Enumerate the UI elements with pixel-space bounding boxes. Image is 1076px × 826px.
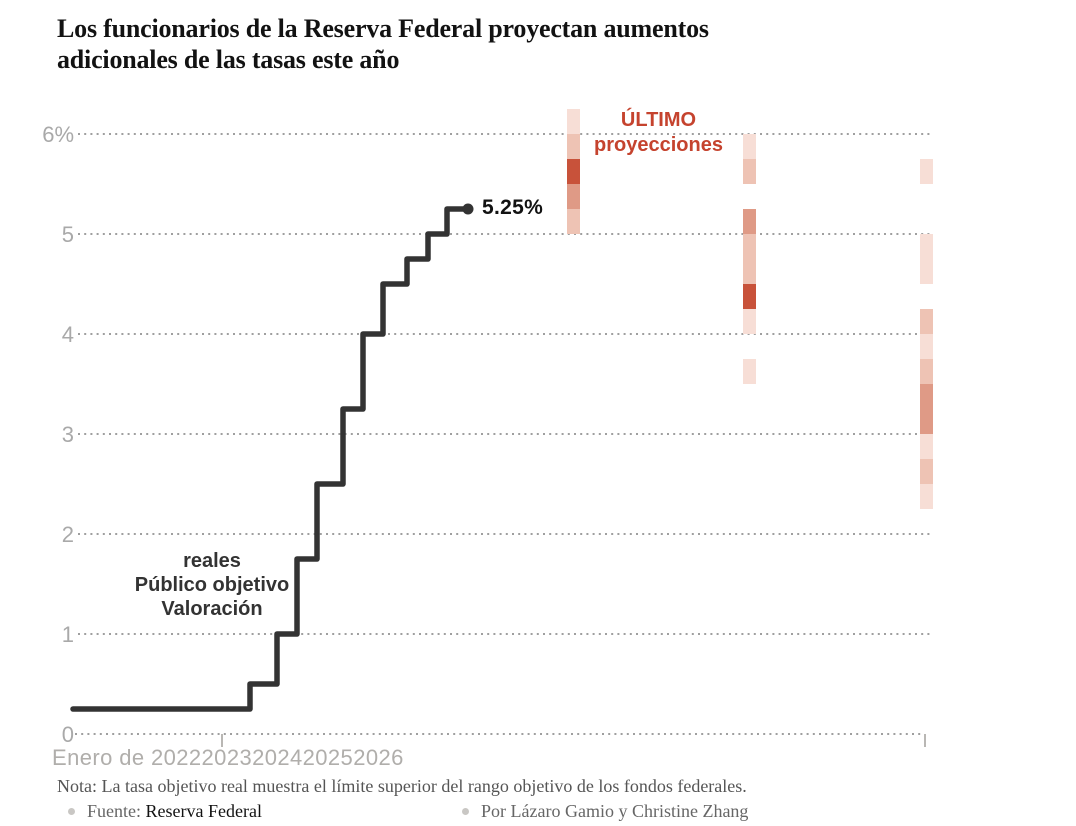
projection-cell-col1	[567, 109, 580, 134]
projection-cell-col3	[920, 409, 933, 434]
projection-cell-col3	[920, 384, 933, 409]
projection-cell-col3	[920, 359, 933, 384]
chart-title-line1: Los funcionarios de la Reserva Federal p…	[57, 14, 709, 43]
bullet-icon	[462, 808, 469, 815]
projection-cell-col3	[920, 459, 933, 484]
projection-cell-col3	[920, 484, 933, 509]
projection-cell-col1	[567, 134, 580, 159]
actual-rate-endpoint	[462, 203, 474, 215]
projection-cell-col2	[743, 209, 756, 234]
projection-cell-col2	[743, 134, 756, 159]
source-label: Fuente:	[87, 801, 141, 821]
y-tick-label-4: 4	[62, 322, 74, 347]
y-tick-label-6: 6%	[42, 122, 74, 147]
x-tick-label-2023: 2023	[201, 745, 253, 770]
source-name: Reserva Federal	[145, 801, 262, 821]
y-tick-label-1: 1	[62, 622, 74, 647]
footnote: Nota: La tasa objetivo real muestra el l…	[57, 776, 747, 796]
projections-legend-line2: proyecciones	[594, 134, 723, 156]
x-tick-label-2022: Enero de 2022	[52, 745, 202, 770]
bullet-icon	[68, 808, 75, 815]
projection-cell-col3	[920, 259, 933, 284]
series-label-line1: reales	[183, 550, 241, 572]
y-tick-label-3: 3	[62, 422, 74, 447]
x-axis-labels: Enero de 20222023202420252026	[52, 745, 404, 771]
x-tick-label-2024: 2024	[252, 745, 303, 770]
projection-cell-col2	[743, 259, 756, 284]
projection-cell-col3	[920, 334, 933, 359]
projection-cell-col3	[920, 434, 933, 459]
byline-text: Por Lázaro Gamio y Christine Zhang	[481, 801, 749, 821]
projection-cell-col3	[920, 234, 933, 259]
actual-rate-line	[70, 206, 471, 712]
chart-title-line2: adicionales de las tasas este año	[57, 45, 400, 74]
projections-legend-line1: ÚLTIMO	[620, 109, 697, 131]
projections-legend: ÚLTIMO proyecciones	[556, 108, 761, 158]
projection-cell-col1	[567, 209, 580, 234]
projection-cell-col3	[920, 309, 933, 334]
chart-title: Los funcionarios de la Reserva Federal p…	[57, 13, 917, 75]
projection-cell-col2	[743, 359, 756, 384]
series-label-line3: Valoración	[161, 598, 263, 620]
x-tick-label-2026: 2026	[353, 745, 404, 770]
projection-cell-col1	[567, 184, 580, 209]
y-tick-label-2: 2	[62, 522, 74, 547]
projection-cell-col2	[743, 309, 756, 334]
projection-cell-col2	[743, 284, 756, 309]
x-tick-label-2025: 2025	[302, 745, 354, 770]
series-label-line2: Público objetivo	[134, 574, 290, 596]
y-tick-label-5: 5	[62, 222, 74, 247]
projection-cell-col3	[920, 159, 933, 184]
projection-cell-col2	[743, 234, 756, 259]
actual-rate-series-label: reales Público objetivo Valoración	[88, 549, 336, 621]
projection-cell-col2	[743, 159, 756, 184]
byline-credit: Por Lázaro Gamio y Christine Zhang	[462, 801, 748, 822]
source-credit: Fuente: Reserva Federal	[68, 801, 262, 822]
current-rate-label: 5.25%	[482, 196, 544, 219]
projection-cell-col1	[567, 159, 580, 184]
y-tick-label-0: 0	[62, 722, 74, 747]
